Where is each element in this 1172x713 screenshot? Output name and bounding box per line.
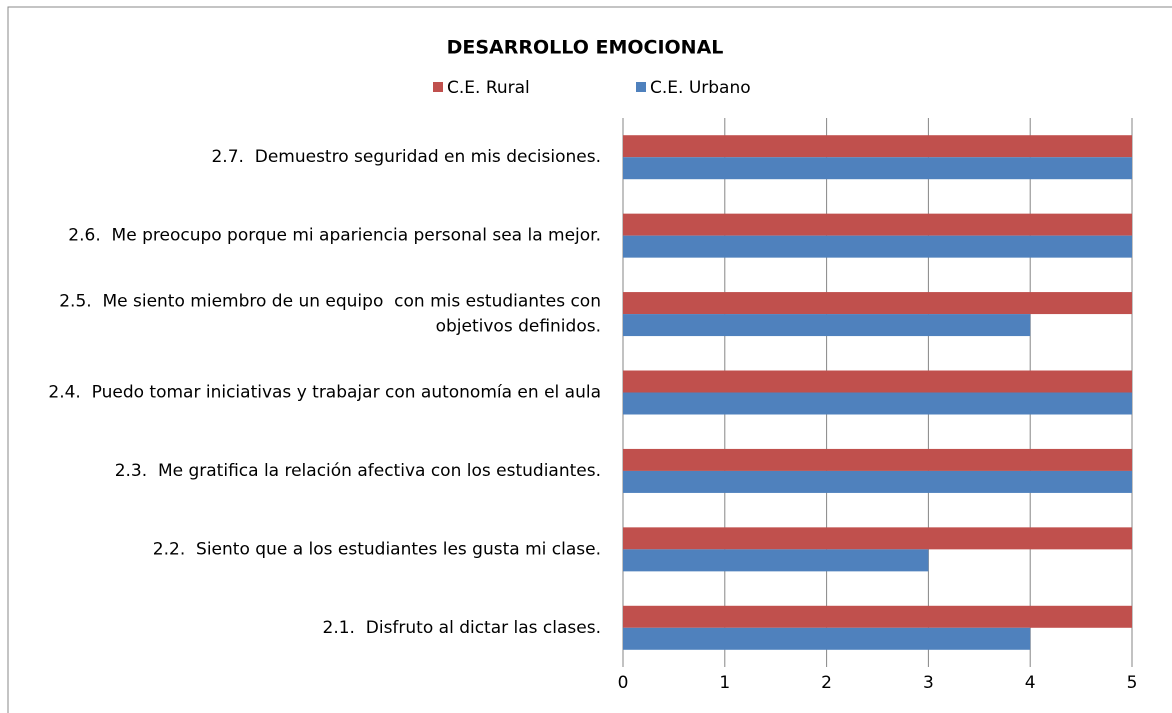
- x-tick-label: 2: [821, 673, 832, 693]
- bar: [623, 527, 1132, 550]
- y-tick-label: 2.3. Me gratifica la relación afectiva c…: [115, 461, 601, 481]
- x-tick-label: 4: [1025, 673, 1036, 693]
- legend-label: C.E. Urbano: [650, 78, 751, 98]
- bar: [623, 448, 1132, 471]
- y-tick-label: 2.7. Demuestro seguridad en mis decision…: [211, 147, 601, 167]
- x-tick-label: 5: [1127, 673, 1138, 693]
- bar: [623, 605, 1132, 628]
- bar: [623, 370, 1132, 393]
- bar: [623, 157, 1132, 180]
- legend-swatch: [636, 82, 646, 92]
- bar: [623, 549, 929, 572]
- x-tick-label: 0: [618, 673, 629, 693]
- y-tick-label: 2.6. Me preocupo porque mi apariencia pe…: [68, 226, 601, 246]
- bar: [623, 135, 1132, 158]
- chart-title: DESARROLLO EMOCIONAL: [447, 37, 724, 59]
- bar: [623, 292, 1132, 315]
- bar: [623, 392, 1132, 415]
- frame: [7, 6, 1172, 713]
- y-tick-label: 2.5. Me siento miembro de un equipo con …: [59, 292, 601, 337]
- label-line: objetivos definidos.: [436, 317, 601, 337]
- bar: [623, 314, 1031, 337]
- y-tick-label: 2.1. Disfruto al dictar las clases.: [323, 618, 601, 638]
- legend-swatch: [433, 82, 443, 92]
- bar: [623, 213, 1132, 236]
- legend-label: C.E. Rural: [447, 78, 530, 98]
- label-line: 2.5. Me siento miembro de un equipo con …: [59, 292, 601, 312]
- bar: [623, 470, 1132, 493]
- bar: [623, 627, 1031, 650]
- bar: [623, 235, 1132, 258]
- x-tick-label: 1: [719, 673, 730, 693]
- y-tick-label: 2.2. Siento que a los estudiantes les gu…: [153, 539, 601, 559]
- x-tick-label: 3: [923, 673, 934, 693]
- y-tick-label: 2.4. Puedo tomar iniciativas y trabajar …: [48, 383, 601, 403]
